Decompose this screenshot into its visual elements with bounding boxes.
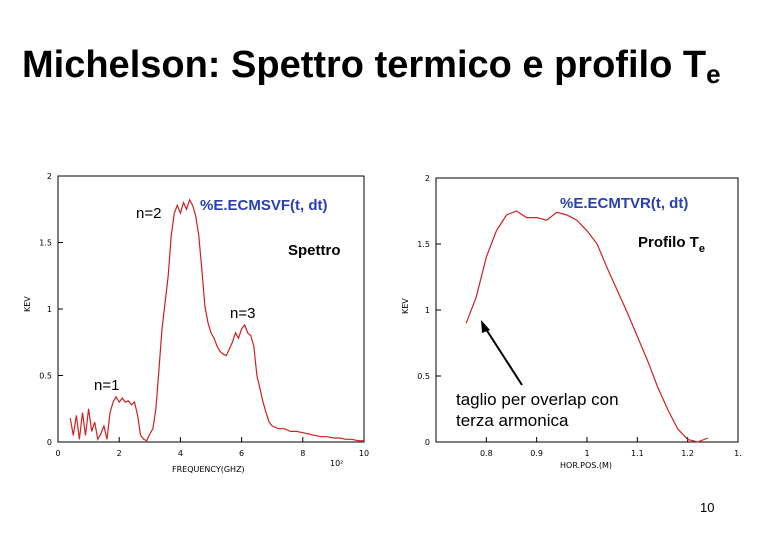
spectrum-chart: 00.511.520 2 4 6 8 10 KEV FREQUENCY(GHZ) 10² … xyxy=(23,172,369,474)
c1-xtick-label: 10 xyxy=(359,449,369,458)
profile-series-line xyxy=(465,210,709,443)
c1-ytick-label: 2 xyxy=(47,172,52,181)
spectrum-xlabel-exponent: 10² xyxy=(330,459,343,468)
c2-xtick-label: 0.8 xyxy=(480,449,493,458)
spectrum-ylabel: KEV xyxy=(23,296,32,312)
c1-xtick-label: 6 xyxy=(239,449,244,458)
c1-ytick-label: 0 xyxy=(47,438,52,447)
c1-xtick-label: 4 xyxy=(178,449,183,458)
c2-ytick-label: 2 xyxy=(425,174,430,183)
spectrum-caption: Spettro xyxy=(288,242,341,259)
c2-xtick-label: 0.9 xyxy=(530,449,543,458)
title-main: Michelson: Spettro termico e profilo T xyxy=(22,44,707,86)
c1-xtick-label: 2 xyxy=(117,449,122,458)
page-number: 10 xyxy=(700,500,715,515)
c2-xtick-label: 1 xyxy=(584,449,589,458)
page-title: Michelson: Spettro termico e profilo Te xyxy=(22,44,721,90)
spectrum-plot-frame xyxy=(57,175,365,443)
title-subscript: e xyxy=(706,59,721,89)
c2-ytick-label: 1 xyxy=(425,306,430,315)
profile-caption-main: Profilo T xyxy=(638,234,699,251)
c2-ytick-label: 1.5 xyxy=(417,240,430,249)
profile-xlabel: HOR.POS.(M) xyxy=(560,461,612,470)
c2-xtick-label: 1.2 xyxy=(681,449,694,458)
c2-xtick-label: 1.1 xyxy=(631,449,644,458)
c2-ytick-label: 0.5 xyxy=(417,372,430,381)
spectrum-xlabel: FREQUENCY(GHZ) xyxy=(172,465,245,474)
profile-caption-subscript: e xyxy=(699,243,705,255)
c2-ytick-label: 0 xyxy=(425,438,430,447)
c1-ytick-label: 0.5 xyxy=(39,372,52,381)
cut-note-line1: taglio per overlap con xyxy=(456,390,619,409)
c1-ytick-label: 1.5 xyxy=(39,239,52,248)
label-n3: n=3 xyxy=(230,305,255,322)
profile-signal-label: %E.ECMTVR(t, dt) xyxy=(560,195,688,212)
c1-xtick-label: 0 xyxy=(55,449,60,458)
c2-xtick-label: 1. xyxy=(734,449,742,458)
profile-caption: Profilo Te xyxy=(638,234,705,255)
c1-xtick-label: 8 xyxy=(300,449,305,458)
label-n1: n=1 xyxy=(94,377,119,394)
profile-chart: 0 0.5 1 1.5 2 0.8 0.9 1 1.1 1.2 1. KEV HOR.POS.(M)… xyxy=(401,174,742,470)
spectrum-signal-label: %E.ECMSVF(t, dt) xyxy=(200,197,328,214)
profile-ylabel: KEV xyxy=(401,298,410,314)
cut-note-line2: terza armonica xyxy=(456,411,569,430)
cut-arrow-head xyxy=(481,320,490,333)
label-n2: n=2 xyxy=(136,205,161,222)
cut-arrow-line xyxy=(483,325,523,386)
spectrum-series-line xyxy=(69,198,364,442)
c1-ytick-label: 1 xyxy=(47,305,52,314)
